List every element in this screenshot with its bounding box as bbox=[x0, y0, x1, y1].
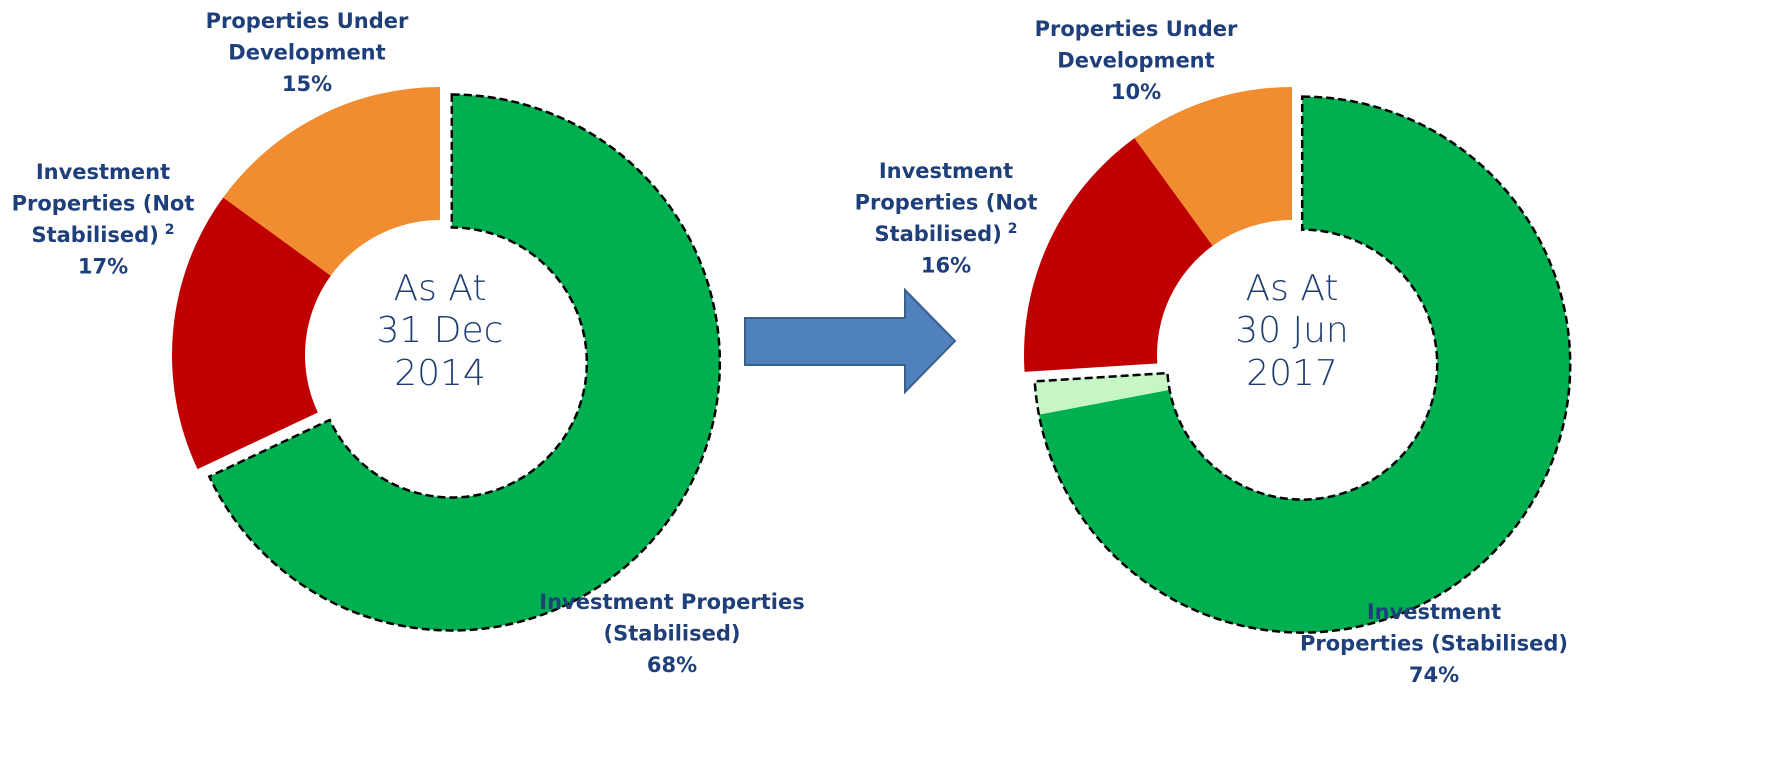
label-line: Investment bbox=[1367, 600, 1501, 624]
donut-slice bbox=[1034, 96, 1571, 633]
center-text: 31 Dec bbox=[377, 310, 504, 351]
center-text: 2014 bbox=[394, 353, 486, 394]
label-line: Development bbox=[228, 41, 385, 65]
slice-label: Development bbox=[1057, 49, 1214, 73]
slice-outline bbox=[207, 93, 722, 632]
value-label: 74% bbox=[1409, 663, 1459, 687]
label-line: Properties Under bbox=[1035, 17, 1238, 41]
footnote-marker: 2 bbox=[165, 222, 175, 238]
label-line: Stabilised) bbox=[31, 223, 158, 247]
center-text: 2017 bbox=[1246, 353, 1338, 394]
footnote-marker: 2 bbox=[1008, 221, 1018, 237]
value-label: 16% bbox=[921, 254, 971, 278]
donut-slice bbox=[209, 94, 720, 631]
center-text: As At bbox=[1246, 268, 1339, 309]
center-text: 30 Jun bbox=[1235, 310, 1349, 351]
slice-label: Properties (Not bbox=[855, 191, 1038, 215]
slice-label: Investment Properties bbox=[539, 590, 804, 614]
slice-label: Properties (Not bbox=[12, 192, 195, 216]
donut-slice bbox=[223, 87, 440, 276]
slice-label: Stabilised) 2 bbox=[31, 222, 174, 247]
slice-outline bbox=[1033, 95, 1572, 634]
value-label: 17% bbox=[78, 255, 128, 279]
label-line: Stabilised) bbox=[874, 222, 1001, 246]
label-line: Investment bbox=[879, 159, 1013, 183]
slice-label: Properties (Stabilised) bbox=[1300, 632, 1568, 656]
label-line: Properties (Stabilised) bbox=[1300, 632, 1568, 656]
slice-label: Properties Under bbox=[206, 9, 409, 33]
slice-label: Investment bbox=[36, 160, 170, 184]
slice-label: Stabilised) 2 bbox=[874, 221, 1017, 246]
donut-slice bbox=[1134, 87, 1292, 246]
highlight-slice bbox=[1034, 373, 1170, 415]
label-line: (Stabilised) bbox=[604, 622, 741, 646]
value-label: 68% bbox=[647, 653, 697, 677]
value-label: 15% bbox=[282, 72, 332, 96]
arrow bbox=[744, 287, 957, 395]
donut-slice bbox=[172, 197, 331, 470]
label-line: Investment Properties bbox=[539, 590, 804, 614]
center-text: As At bbox=[394, 268, 487, 309]
label-line: Investment bbox=[36, 160, 170, 184]
donut-slice bbox=[1024, 138, 1213, 372]
label-line: Properties Under bbox=[206, 9, 409, 33]
label-line: Development bbox=[1057, 49, 1214, 73]
label-line: Properties (Not bbox=[855, 191, 1038, 215]
slice-label: Properties Under bbox=[1035, 17, 1238, 41]
slice-label: Investment bbox=[879, 159, 1013, 183]
slice-label: Development bbox=[228, 41, 385, 65]
slice-label: (Stabilised) bbox=[604, 622, 741, 646]
slice-label: Investment bbox=[1367, 600, 1501, 624]
value-label: 10% bbox=[1111, 80, 1161, 104]
label-line: Properties (Not bbox=[12, 192, 195, 216]
